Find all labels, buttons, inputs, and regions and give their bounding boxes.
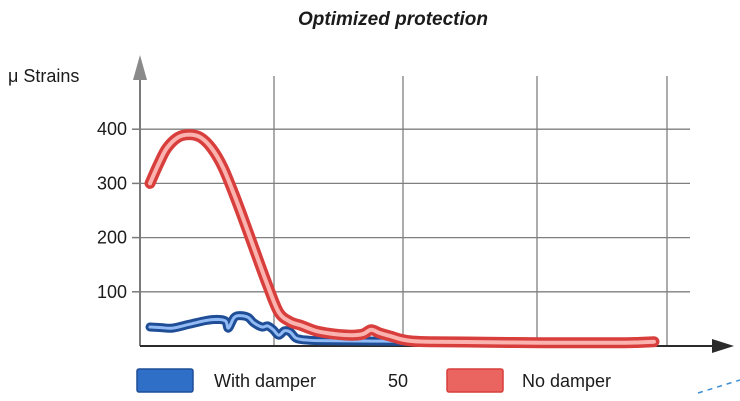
y-tick-label-100: 100 [97,282,127,302]
y-tick-label-200: 200 [97,228,127,248]
legend-label-no-damper: No damper [522,371,611,391]
legend-middle-value: 50 [388,371,408,391]
legend-label-with-damper: With damper [214,371,316,391]
y-tick-label-400: 400 [97,119,127,139]
y-tick-label-300: 300 [97,173,127,193]
series-highlight-no-damper [148,132,656,345]
y-axis-ticks: 100 200 300 400 [97,119,140,302]
chart-title: Optimized protection [298,9,488,30]
series-line-no-damper [144,129,660,349]
y-axis-arrow [133,55,147,80]
x-axis-arrow [712,339,734,353]
series-lines [144,129,660,349]
grid-lines [140,76,690,346]
dashed-guide-line [697,379,740,394]
legend: With damper 50 No damper [136,368,611,393]
y-axis-label: μ Strains [8,66,79,86]
series-highlight-with-damper [148,314,628,344]
legend-swatch-no-damper [446,368,504,393]
legend-swatch-with-damper [136,368,194,393]
